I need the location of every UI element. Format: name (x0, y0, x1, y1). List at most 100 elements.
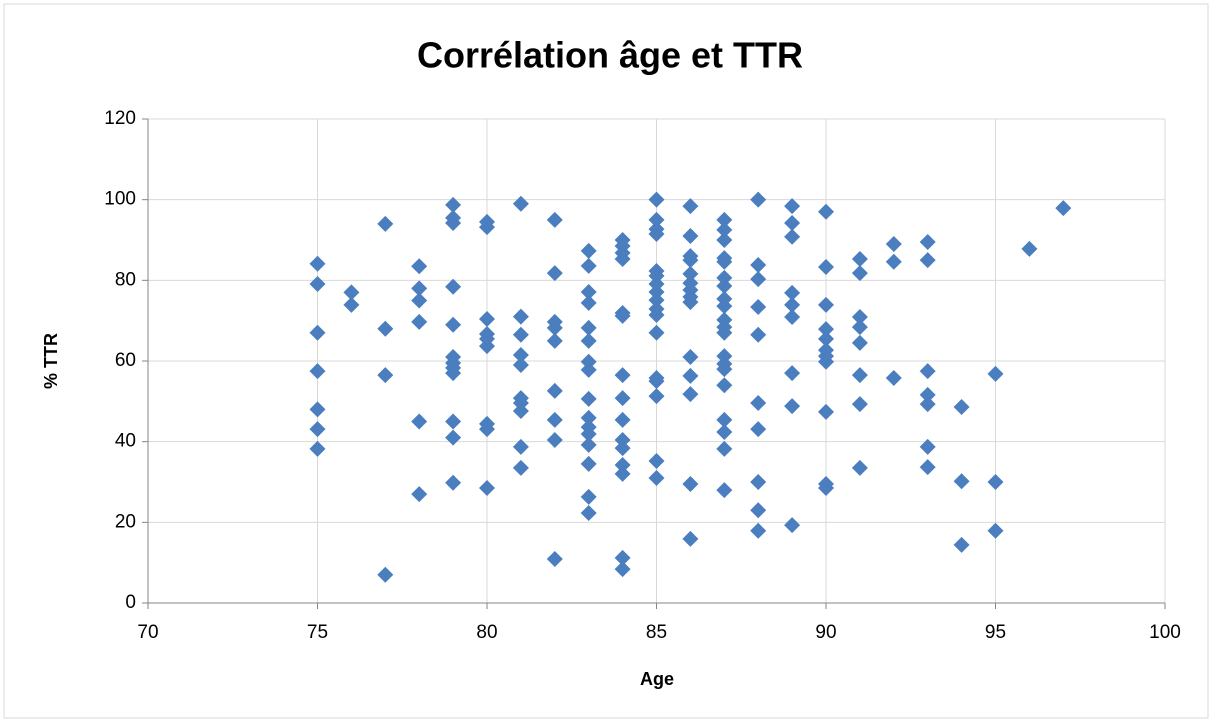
point (648, 284, 665, 301)
point (987, 365, 1004, 382)
point (614, 411, 631, 428)
point (546, 432, 563, 449)
point (546, 211, 563, 228)
point (309, 275, 326, 292)
point (614, 561, 631, 578)
point (716, 361, 733, 378)
point (716, 298, 733, 315)
point (479, 480, 495, 497)
point (919, 252, 936, 269)
point (479, 219, 495, 236)
point (512, 346, 529, 363)
point (885, 236, 902, 253)
point (580, 294, 597, 311)
point (648, 191, 665, 208)
y-tick-label: 40 (115, 431, 136, 452)
point (784, 284, 801, 301)
point (784, 517, 801, 534)
y-tick-label: 100 (104, 189, 136, 210)
point (648, 373, 665, 390)
point (580, 353, 597, 370)
point (851, 367, 868, 384)
point (750, 474, 767, 490)
point (750, 326, 767, 343)
point (411, 313, 428, 330)
point (377, 320, 394, 337)
point (716, 277, 733, 294)
y-tick-label: 80 (115, 269, 136, 290)
point (580, 332, 597, 349)
point (682, 252, 699, 269)
point (377, 566, 394, 583)
point (851, 309, 868, 326)
point (1021, 240, 1038, 257)
point (411, 486, 428, 503)
point (851, 319, 868, 336)
point (445, 196, 462, 213)
point (682, 198, 699, 215)
point (411, 258, 428, 275)
point (716, 324, 733, 341)
point (1055, 200, 1072, 217)
point (614, 465, 631, 482)
point (580, 436, 597, 453)
point (648, 453, 665, 470)
y-tick-label: 120 (104, 108, 136, 129)
point (919, 386, 936, 403)
point (784, 309, 801, 326)
point (716, 377, 733, 394)
point (750, 421, 767, 438)
point (818, 259, 834, 276)
x-tick-label: 95 (985, 622, 1006, 643)
point (919, 438, 936, 455)
point (580, 505, 597, 522)
point (716, 232, 733, 248)
point (580, 426, 597, 443)
point (818, 353, 834, 370)
point (614, 432, 631, 449)
point (716, 423, 733, 440)
point (851, 459, 868, 476)
x-tick-label: 90 (815, 622, 836, 643)
point (614, 549, 631, 566)
point (682, 265, 699, 282)
point (648, 324, 665, 341)
point (512, 459, 529, 476)
point (580, 390, 597, 407)
point (919, 396, 936, 413)
point (750, 502, 767, 519)
point (648, 388, 665, 405)
point (546, 332, 563, 349)
point (851, 265, 868, 282)
point (512, 357, 529, 374)
point (716, 411, 733, 428)
x-tick-label: 75 (307, 622, 328, 643)
point (614, 440, 631, 457)
point (445, 413, 462, 430)
point (716, 269, 733, 286)
point (648, 267, 665, 284)
point (648, 469, 665, 486)
point (716, 253, 733, 270)
point (750, 298, 767, 315)
point (580, 284, 597, 301)
point (919, 363, 936, 380)
point (682, 348, 699, 365)
point (682, 227, 699, 244)
point (343, 296, 360, 313)
point (885, 253, 902, 270)
point (343, 284, 360, 301)
point (580, 488, 597, 505)
point (309, 440, 326, 457)
point (309, 255, 326, 272)
y-tick-label: 20 (115, 511, 136, 532)
point (445, 316, 462, 333)
point (682, 530, 699, 547)
point (614, 250, 631, 267)
point (580, 257, 597, 274)
point (479, 311, 495, 328)
point (377, 367, 394, 384)
point (512, 308, 529, 325)
point (953, 398, 970, 415)
